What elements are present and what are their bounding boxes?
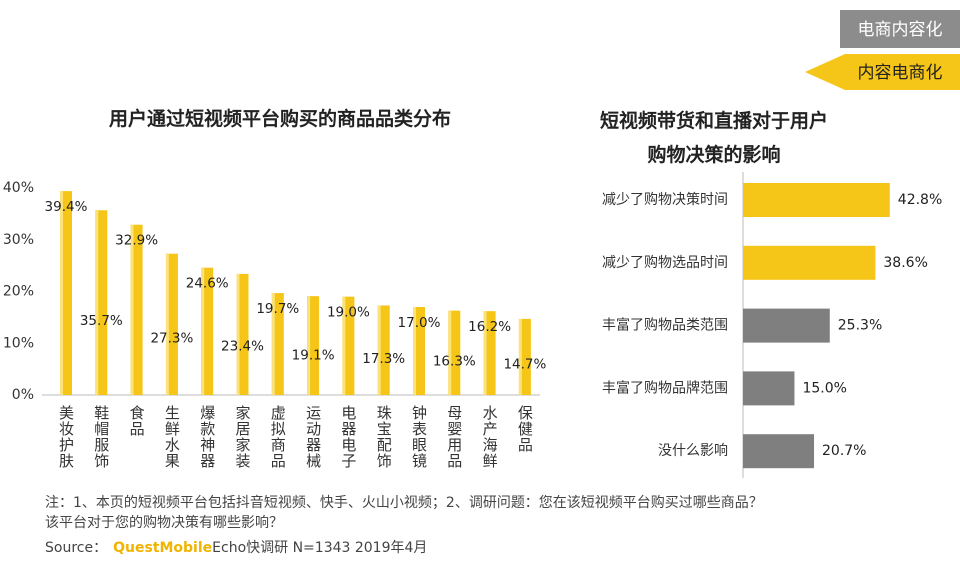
source-detail: Echo快调研 N=1343 2019年4月 [212,540,427,556]
tag: 内容电商化 [858,63,943,83]
bar-shade [60,191,63,395]
value-label: 24.6% [186,276,229,292]
value-label: 17.0% [398,315,441,331]
x-tick-label: 鞋帽服饰 [92,405,110,469]
value-label: 32.9% [115,233,158,249]
value-label: 20.7% [822,443,866,459]
note: 该平台对于您的购物决策有哪些影响？ [45,514,283,531]
y-tick-label: 20% [3,284,34,300]
bar-shade [271,293,275,395]
tag-arrow [805,54,960,90]
y-tick-label: 丰富了购物品牌范围 [602,379,728,396]
x-tick-label: 美妆护肤 [57,405,75,469]
y-tick-label: 减少了购物决策时间 [602,191,728,208]
chart-title: 用户通过短视频平台购买的商品品类分布 [108,108,451,130]
y-tick-label: 40% [3,180,34,196]
note: 注：1、本页的短视频平台包括抖音短视频、快手、火山小视频；2、调研问题：您在该短… [45,494,763,511]
value-label: 19.1% [292,347,335,363]
bar [743,371,795,406]
source-label: Source： [45,540,107,556]
bar-shade [165,253,169,395]
source: Source： QuestMobileEcho快调研 N=1343 2019年4月 [45,540,427,556]
bar-shade [483,311,487,395]
value-label: 25.3% [838,318,882,334]
x-tick-label: 母婴用品 [445,405,463,469]
x-tick-label: 珠宝配饰 [375,405,393,469]
tag-box [840,10,960,48]
y-tick-label: 减少了购物选品时间 [602,255,728,271]
value-label: 23.4% [221,339,264,355]
x-tick-label: 爆款神器 [198,405,216,469]
bar-shade [377,305,381,395]
bar [743,183,890,217]
value-label: 17.3% [362,351,405,367]
value-label: 38.6% [883,255,927,271]
bar-shade [518,318,522,395]
bar-shade [448,310,452,395]
x-tick-label: 水产海鲜 [481,405,499,469]
value-label: 35.7% [80,313,123,329]
x-tick-label: 生鲜水果 [163,405,181,469]
source-brand: QuestMobile [113,540,212,556]
y-tick-label: 丰富了购物品类范围 [602,317,728,334]
bar-shade [342,296,346,395]
value-label: 15.0% [802,380,846,396]
x-tick-label: 虚拟商品 [269,405,287,469]
x-tick-label: 电器电子 [339,405,357,469]
x-tick-label: 运动器械 [304,405,322,469]
x-tick-label: 钟表眼镜 [410,405,428,469]
y-tick-label: 没什么影响 [658,443,728,459]
y-tick-label: 10% [3,335,34,351]
value-label: 27.3% [150,330,193,346]
x-tick-label: 家居家装 [234,405,252,469]
bar [743,308,830,343]
value-label: 16.3% [433,353,476,369]
value-label: 14.7% [503,357,546,373]
x-tick-label: 保健品 [516,405,534,453]
bar-shade [236,273,240,395]
bar [743,245,876,280]
bar-shade [95,210,99,395]
bar [743,434,815,469]
bar-shade [201,267,205,395]
value-label: 19.0% [327,305,370,321]
y-tick-label: 0% [12,387,34,403]
y-tick-label: 30% [3,232,34,248]
bar-shade [130,224,134,395]
bar-shade [413,307,416,395]
value-label: 16.2% [468,319,511,335]
value-label: 19.7% [256,301,299,317]
tag: 电商内容化 [858,20,943,40]
value-label: 39.4% [45,199,88,215]
value-label: 42.8% [898,192,942,208]
bar-shade [307,296,311,395]
chart-title: 短视频带货和直播对于用户购物决策的影响 [600,110,829,166]
x-tick-label: 食品 [128,405,146,437]
